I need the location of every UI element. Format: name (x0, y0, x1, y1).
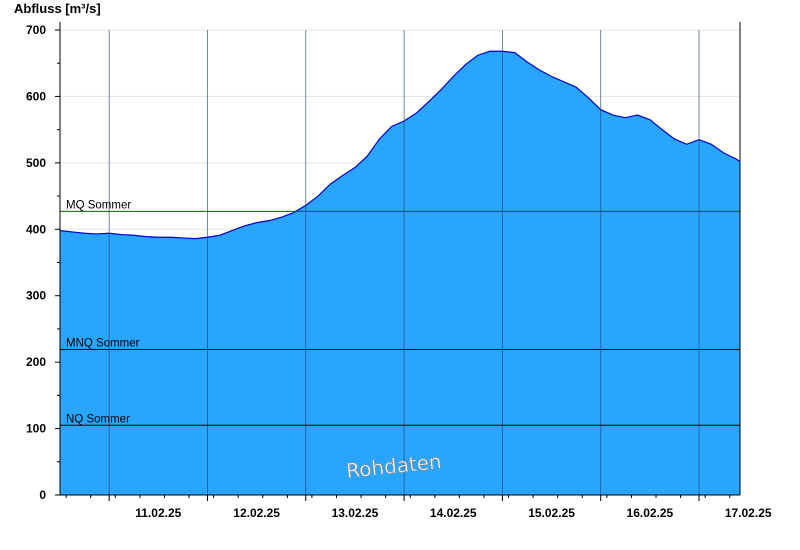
x-tick-label: 12.02.25 (233, 506, 280, 520)
reference-line-label: NQ Sommer (66, 413, 130, 425)
y-tick-label: 700 (26, 23, 46, 37)
y-tick-label: 400 (26, 222, 46, 236)
y-tick-label: 600 (26, 89, 46, 103)
reference-line-label: MQ Sommer (66, 199, 131, 211)
plot-area: MQ Sommer MNQ Sommer NQ Sommer 0 100 200 300 40… (26, 22, 772, 520)
y-tick-label: 200 (26, 355, 46, 369)
y-tick-label: 300 (26, 289, 46, 303)
x-tick-label: 16.02.25 (627, 506, 674, 520)
x-tick-label: 14.02.25 (430, 506, 477, 520)
y-axis-label: Abfluss [m³/s] (14, 1, 101, 16)
y-tick-label: 500 (26, 156, 46, 170)
y-tick-label: 0 (39, 488, 46, 502)
reference-line-label: MNQ Sommer (66, 338, 140, 350)
x-tick-label: 17.02.25 (725, 506, 772, 520)
x-tick-label: 13.02.25 (332, 506, 379, 520)
x-tick-label: 15.02.25 (528, 506, 575, 520)
discharge-area (60, 51, 740, 495)
y-tick-label: 100 (26, 422, 46, 436)
x-tick-label: 11.02.25 (135, 506, 181, 520)
